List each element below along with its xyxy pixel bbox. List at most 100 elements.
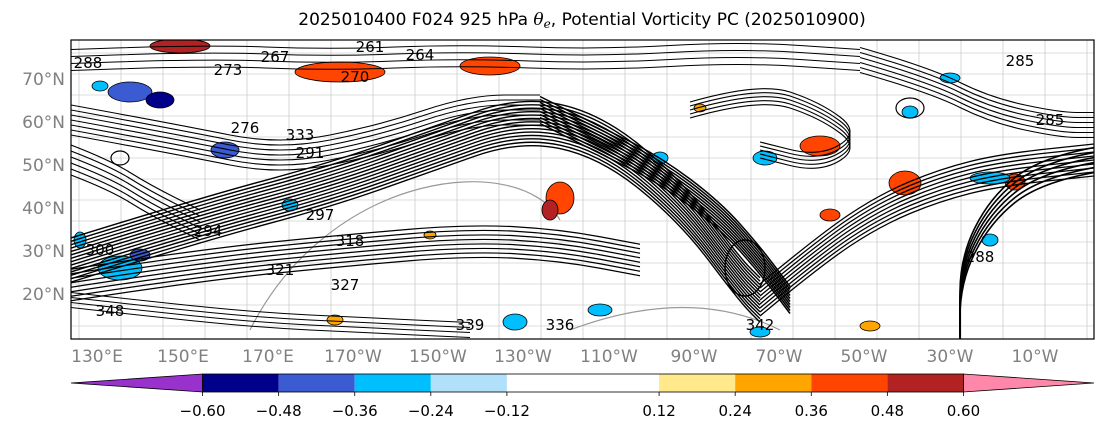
- theta-e-contour: [539, 119, 791, 311]
- theta-e-contour: [71, 50, 861, 57]
- theta-e-contour: [71, 128, 761, 306]
- contour-label: 267: [261, 48, 290, 66]
- colorbar: −0.60 −0.48 −0.36 −0.24 −0.12 0.12 0.24 0.36 0.4…: [70, 373, 1095, 420]
- theta-e-contour: [539, 104, 791, 296]
- latitude-label: 20°N: [22, 285, 65, 305]
- colorbar-tick-label: −0.36: [332, 402, 378, 420]
- theta-e-contour: [859, 46, 1094, 114]
- longitude-label: 50°W: [841, 347, 888, 367]
- contour-label: 285: [1036, 111, 1065, 129]
- latitude-label: 40°N: [22, 199, 65, 219]
- title-prefix: 2025010400 F024 925 hPa: [298, 10, 534, 30]
- contour-labels: 261 264 267 270 273 276 285 288 291 294 297 300 318 3…: [74, 40, 1065, 334]
- contour-label: 288: [966, 248, 995, 266]
- colorbar-bin: [659, 374, 736, 392]
- theta-e-contour: [689, 92, 851, 157]
- longitude-label: 10°W: [1012, 347, 1059, 367]
- contour-label: 276: [231, 119, 260, 137]
- theta-e-contour: [71, 238, 641, 284]
- colorbar-bin: [354, 374, 431, 392]
- longitude-label: 70°W: [756, 347, 803, 367]
- theta-e-contour: [71, 156, 201, 223]
- theta-e-contour: [71, 234, 641, 279]
- theta-e-contour: [71, 109, 540, 156]
- pv-blob: [799, 135, 841, 157]
- theta-e-contour: [689, 104, 851, 169]
- colorbar-tick-label: 0.12: [642, 402, 675, 420]
- theta-e-contour: [539, 122, 791, 314]
- theta-e-contour: [539, 113, 791, 305]
- pv-blob: [145, 91, 175, 109]
- theta-e-contour: [71, 145, 761, 323]
- theta-e-contour: [71, 114, 540, 161]
- theta-e-contour: [71, 43, 861, 50]
- theta-e-contour: [959, 161, 1094, 339]
- theta-e-contour: [759, 171, 1094, 313]
- theta-e-contour: [71, 292, 471, 323]
- contour-label: 270: [341, 68, 370, 86]
- latitude-label: 70°N: [22, 70, 65, 90]
- theta-e-contour: [539, 101, 791, 293]
- pv-blob: [819, 208, 841, 222]
- theta-e-contours: [71, 43, 1094, 339]
- pv-blob: [587, 303, 613, 317]
- colorbar-tick-label: −0.24: [408, 402, 454, 420]
- theta-e-contour: [71, 121, 761, 299]
- contour-label: 342: [746, 316, 775, 334]
- theta-e-contour: [71, 119, 540, 166]
- contour-label: 285: [1006, 52, 1035, 70]
- colorbar-tick-label: −0.12: [484, 402, 530, 420]
- theta-e-contour: [71, 64, 861, 71]
- pv-blob: [749, 326, 771, 338]
- theta-e-contour: [959, 151, 1094, 332]
- theta-e-contour: [71, 57, 861, 64]
- contour-label: 264: [406, 46, 435, 64]
- contour-label: 297: [306, 206, 335, 224]
- longitude-label: 150°W: [409, 347, 467, 367]
- contour-label: 333: [286, 126, 315, 144]
- latitude-label: 50°N: [22, 156, 65, 176]
- pv-blob: [91, 80, 109, 92]
- longitude-labels: 130°E 150°E 170°E 170°W 150°W 130°W 110°W 90°W 7…: [71, 347, 1059, 367]
- theta-e-contour: [759, 151, 1094, 293]
- theta-e-contour: [759, 143, 1094, 285]
- contour-label: 288: [74, 54, 103, 72]
- theta-e-contour: [859, 61, 1094, 129]
- contour-label: 294: [194, 222, 223, 240]
- contour-label: 273: [214, 61, 243, 79]
- colorbar-extend-high: [963, 373, 1095, 393]
- theta-e-contour: [71, 174, 201, 241]
- colorbar-bin: [735, 374, 812, 392]
- theta-e-contour: [71, 168, 201, 235]
- map-background: [71, 40, 1094, 339]
- colorbar-bin: [202, 374, 279, 392]
- pv-blob: [459, 56, 521, 76]
- theta-e-contour: [959, 156, 1094, 337]
- theta-e-contour: [689, 96, 851, 161]
- colorbar-tick-label: −0.48: [256, 402, 302, 420]
- theta-e-contour: [71, 225, 641, 270]
- contour-label: 327: [331, 276, 360, 294]
- contour-label: 321: [266, 261, 295, 279]
- theta-e-contour: [689, 100, 851, 165]
- longitude-label: 130°W: [494, 347, 552, 367]
- colorbar-bin: [506, 374, 660, 392]
- theta-e-contour: [859, 66, 1094, 134]
- theta-e-contour: [859, 51, 1094, 119]
- title-suffix: , Potential Vorticity PC (2025010900): [550, 10, 866, 30]
- theta-e-contour: [759, 159, 1094, 301]
- pv-blob: [502, 313, 528, 331]
- theta-e-contour: [859, 56, 1094, 124]
- theta-e-contour: [759, 167, 1094, 309]
- theta-e-contour: [759, 163, 1094, 305]
- theta-e-contour: [71, 162, 201, 229]
- colorbar-outline: [202, 373, 964, 393]
- theta-e-contour: [71, 150, 201, 217]
- contour-label: 339: [456, 316, 485, 334]
- colorbar-bin: [887, 374, 964, 392]
- theta-e-contour: [71, 94, 540, 141]
- theta-e-contour: [759, 175, 1094, 317]
- theta-e-contour: [895, 97, 925, 119]
- map-frame: [70, 39, 1095, 340]
